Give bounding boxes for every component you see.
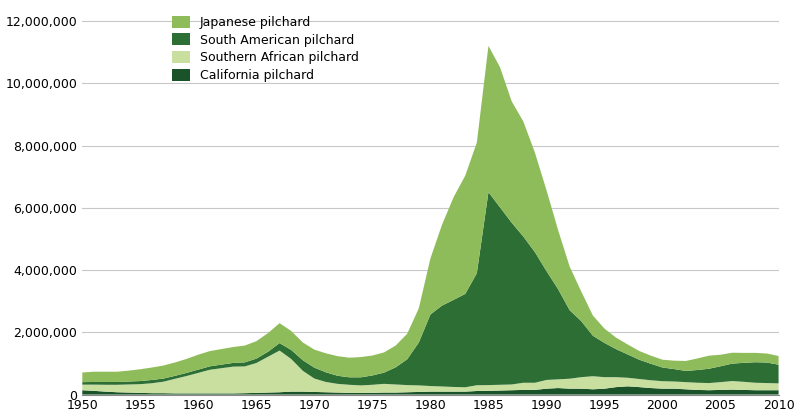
Legend: Japanese pilchard, South American pilchard, Southern African pilchard, Californi: Japanese pilchard, South American pilcha… (172, 16, 358, 82)
